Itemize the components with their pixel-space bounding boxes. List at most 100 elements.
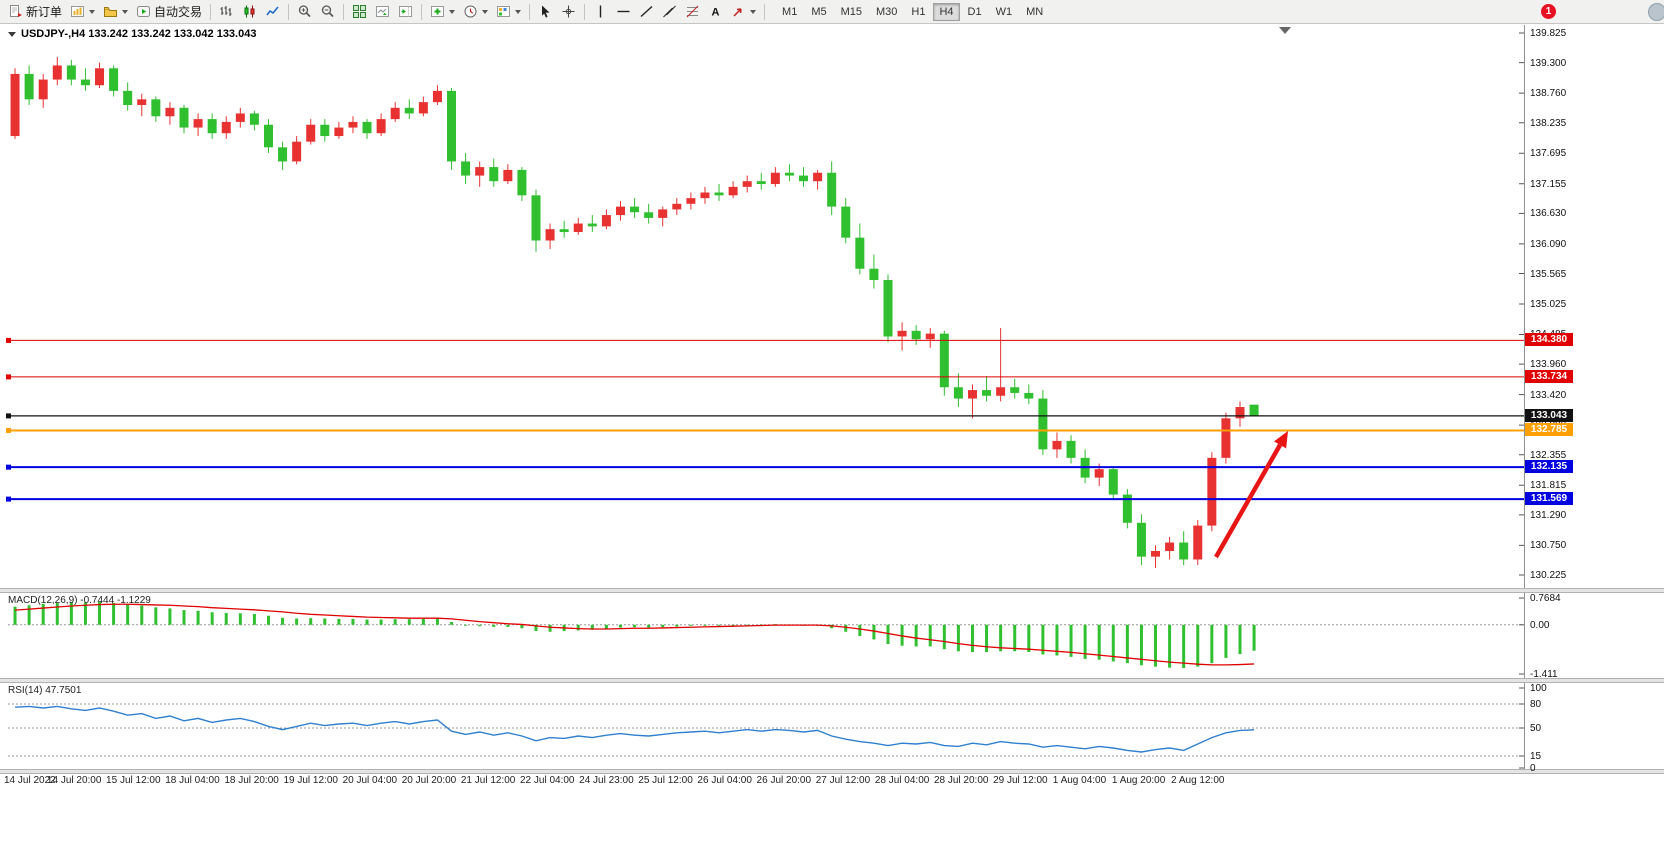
horizontal-line-icon [616, 4, 631, 19]
new-chart-button[interactable] [66, 1, 99, 23]
new-order-label: 新订单 [26, 5, 63, 19]
price-label-133.734: 133.734 [1525, 369, 1573, 383]
auto-scroll-button[interactable] [371, 1, 394, 23]
timeframe-h4-button[interactable]: H4 [933, 2, 960, 21]
templates-icon [496, 4, 511, 19]
hline-handle[interactable] [6, 496, 11, 502]
line-chart-button[interactable] [261, 1, 284, 23]
price-label-133.043: 133.043 [1525, 408, 1573, 422]
autotrading-button[interactable]: 自动交易 [132, 1, 206, 23]
caret-down-icon [122, 9, 129, 14]
profiles-icon [103, 4, 118, 19]
tile-windows-button[interactable] [348, 1, 371, 23]
caret-down-icon [482, 9, 489, 14]
price-label-132.785: 132.785 [1525, 423, 1573, 437]
periods-button[interactable] [459, 1, 492, 23]
date-tick: 28 Jul 04:00 [874, 775, 930, 786]
new-order-button[interactable]: 新订单 [4, 1, 66, 23]
date-tick: 28 Jul 20:00 [933, 775, 989, 786]
date-tick: 18 Jul 20:00 [224, 775, 279, 786]
date-tick: 26 Jul 20:00 [756, 775, 812, 786]
rsi-line [15, 705, 1255, 753]
timeframe-h1-button[interactable]: H1 [911, 5, 926, 18]
timeframe-d1-button[interactable]: D1 [967, 5, 982, 18]
toolbar-separator [288, 3, 290, 20]
channel-button[interactable] [658, 1, 681, 23]
price-tick: 138.760 [1530, 88, 1567, 100]
profiles-button[interactable] [99, 1, 132, 23]
toolbar-separator [584, 3, 586, 20]
chart-title: USDJPY-,H4 133.242 133.242 133.042 133.0… [21, 28, 257, 40]
panel-splitter[interactable] [0, 678, 1664, 683]
timeframe-m15-button[interactable]: M15 [840, 5, 862, 18]
templates-button[interactable] [492, 1, 525, 23]
price-tick: 137.155 [1530, 178, 1567, 190]
hline-handle[interactable] [6, 337, 11, 343]
time-axis[interactable]: 14 Jul 2022 14 Jul 20:00 15 Jul 12:00 18 Ju… [0, 772, 1524, 790]
toolbar: 新订单 自动交易 A M1 M5 M15 M30 H1 H4 D1 W1 MN [0, 0, 1664, 24]
macd-histogram [13, 601, 1256, 669]
price-tick: 139.825 [1530, 28, 1567, 39]
crosshair-button[interactable] [557, 1, 580, 23]
date-tick: 19 Jul 12:00 [283, 775, 338, 786]
hline-handle[interactable] [6, 464, 11, 470]
date-tick: 1 Aug 04:00 [1052, 775, 1107, 786]
indicators-button[interactable] [426, 1, 459, 23]
toolbar-separator [421, 3, 423, 20]
hline-handle[interactable] [6, 427, 11, 433]
account-icon[interactable] [1648, 3, 1664, 21]
crosshair-icon [561, 4, 576, 19]
auto-scroll-icon [375, 4, 390, 19]
rsi-scale-label: 15 [1530, 751, 1542, 762]
price-tick: 138.235 [1530, 117, 1567, 129]
price-tick: 131.290 [1530, 509, 1567, 521]
macd-scale-label: -1.411 [1530, 669, 1558, 680]
chart-shift-marker[interactable] [1279, 27, 1291, 34]
panel-splitter[interactable] [0, 769, 1664, 774]
price-tick: 136.090 [1530, 238, 1567, 250]
rsi-label: RSI(14) 47.7501 [8, 685, 82, 696]
vertical-line-button[interactable] [589, 1, 612, 23]
timeframe-w1-button[interactable]: W1 [995, 5, 1013, 18]
date-tick: 24 Jul 23:00 [579, 775, 634, 786]
date-tick: 29 Jul 12:00 [993, 775, 1048, 786]
hline-handle[interactable] [6, 374, 11, 380]
zoom-out-button[interactable] [316, 1, 339, 23]
notification-badge[interactable]: 1 [1541, 4, 1556, 19]
candlestick-chart-button[interactable] [238, 1, 261, 23]
new-order-icon [8, 4, 23, 19]
macd-label: MACD(12,26,9) -0.7444 -1.1229 [8, 595, 151, 606]
one-click-trading-toggle-icon[interactable] [8, 31, 16, 37]
date-tick: 26 Jul 04:00 [697, 775, 752, 786]
fibonacci-button[interactable] [681, 1, 704, 23]
date-tick: 1 Aug 20:00 [1111, 775, 1166, 786]
timeframe-m5-button[interactable]: M5 [811, 5, 827, 18]
hline-handle[interactable] [6, 413, 11, 419]
timeframe-mn-button[interactable]: MN [1026, 5, 1044, 18]
chart-shift-button[interactable] [394, 1, 417, 23]
price-axis[interactable]: 134.380 133.734 133.043 132.785 132.135 131.5… [1524, 25, 1664, 774]
trend-arrow-head[interactable] [1273, 431, 1288, 449]
macd-scale-label: 0.7684 [1530, 593, 1561, 604]
toolbar-separator [764, 3, 766, 20]
arrows-button[interactable] [727, 1, 760, 23]
text-button[interactable]: A [704, 1, 727, 23]
date-tick: 27 Jul 12:00 [815, 775, 871, 786]
candlestick-series [10, 56, 1259, 568]
text-icon: A [708, 4, 723, 19]
panel-splitter[interactable] [0, 588, 1664, 593]
autotrading-label: 自动交易 [154, 5, 203, 19]
trendline-button[interactable] [635, 1, 658, 23]
cursor-button[interactable] [534, 1, 557, 23]
date-tick: 20 Jul 20:00 [401, 775, 457, 786]
price-label-131.569: 131.569 [1525, 492, 1573, 506]
new-chart-icon [70, 4, 85, 19]
zoom-in-button[interactable] [293, 1, 316, 23]
price-tick: 135.565 [1530, 268, 1567, 280]
horizontal-line-button[interactable] [612, 1, 635, 23]
timeframe-m1-button[interactable]: M1 [782, 5, 798, 18]
timeframe-m30-button[interactable]: M30 [876, 5, 898, 18]
trend-arrow[interactable] [1214, 443, 1283, 559]
bar-chart-button[interactable] [215, 1, 238, 23]
